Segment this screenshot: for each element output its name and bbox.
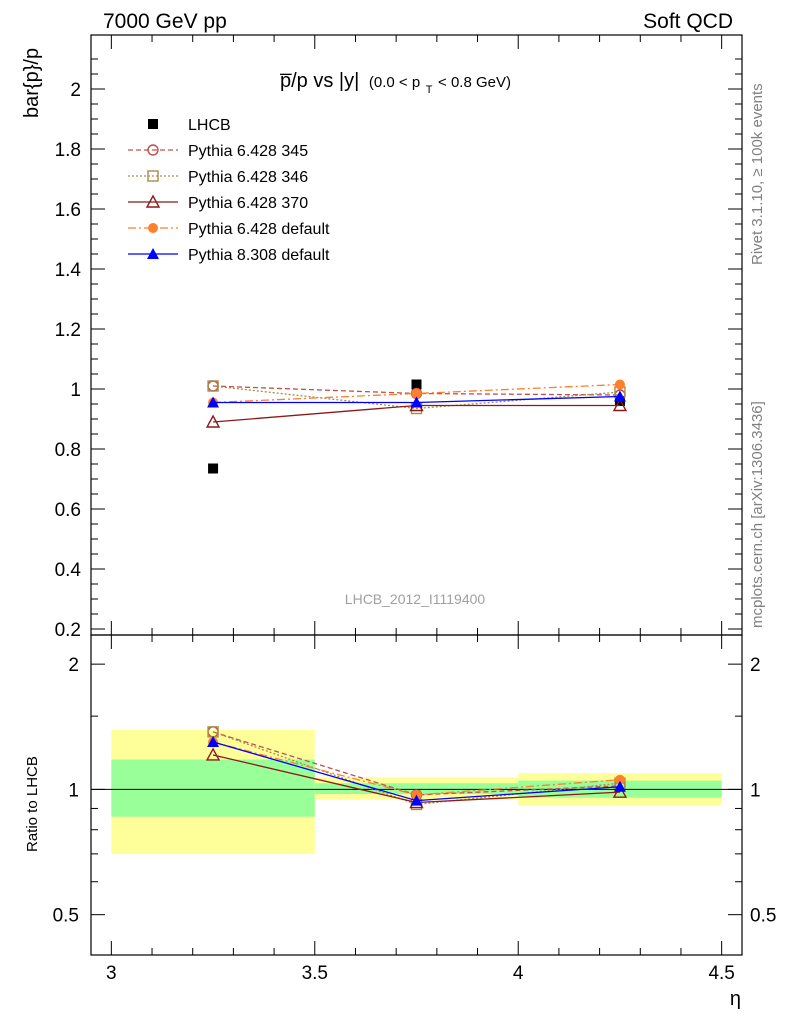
data-point [207,380,219,392]
chart-title: p̅/p vs |y| (0.0 < p T < 0.8 GeV) [280,70,511,98]
legend: LHCB Pythia 6.428 345 Pythia 6.428 346 Pyth… [128,117,330,264]
data-point [411,388,422,399]
chart-title-cut-end: < 0.8 GeV) [438,74,511,91]
main-panel-x-ticks [110,35,723,635]
x-tick-label: 4.5 [708,963,734,984]
x-axis-label: η [730,988,741,1010]
data-point [410,396,423,408]
legend-marker [147,248,159,259]
ratio-panel-marks [205,726,628,811]
ratio-point [205,747,221,761]
y-tick-label: 1.6 [55,200,81,221]
ratio-y-tick-label-right: 2 [750,655,761,676]
ratio-point [207,735,220,747]
ratio-panel-frame [90,634,743,956]
ratio-y-axis-label: Ratio to LHCB [24,756,41,852]
legend-marker [145,194,161,208]
analysis-label: LHCB_2012_I1119400 [345,591,486,607]
data-point [614,379,625,390]
chart-title-cut-subscript: T [426,84,433,96]
y-tick-label: 0.4 [55,560,82,581]
ratio-y-tick-label: 0.5 [53,906,79,927]
y-tick-label: 2 [70,80,81,101]
series-line [212,385,620,410]
ratio-point [613,780,626,792]
ratio-y-tick-label-right: 0.5 [750,906,776,927]
ratio-y-tick-label-right: 1 [750,780,761,801]
legend-label: Pythia 6.428 346 [188,169,308,186]
rivet-info-label: Rivet 3.1.10, ≥ 100k events [749,83,766,265]
data-point [207,396,220,408]
y-tick-label: 1 [70,380,81,401]
y-tick-label: 1.8 [55,140,81,161]
legend-marker [148,119,158,129]
main-y-axis-label: bar{p}/p [21,48,43,118]
y-tick-label: 0.2 [55,620,81,641]
ratio-point [410,794,423,806]
data-point [205,414,221,428]
y-tick-label: 1.2 [55,320,81,341]
x-tick-label: 3.5 [302,963,328,984]
chart-title-main: p̅/p vs |y| [280,70,359,92]
legend-entry-pythia-8-308-default: Pythia 8.308 default [128,247,330,264]
ratio-uncertainty-bands [111,729,722,854]
legend-entry-pythia-6-428-default: Pythia 6.428 default [128,221,330,238]
legend-label: Pythia 6.428 default [188,221,330,238]
legend-marker [147,170,159,182]
chart-title-cut: (0.0 < p [369,74,420,91]
data-point [613,390,626,402]
main-panel-marks [205,379,628,474]
legend-marker [148,223,158,233]
ratio-panel-x-ticks: 3 3.5 4 4.5 [106,635,735,984]
legend-label: Pythia 6.428 345 [188,143,308,160]
ratio-panel-y-ticks: 0.5 0.5 1 1 2 2 [53,655,777,927]
data-point [208,463,219,474]
stat-uncertainty-band [314,783,519,794]
main-panel-y-ticks: 0.2 0.4 0.6 0.8 1 1.2 1.4 1.6 1.8 2 [55,58,742,641]
legend-entry-pythia-6-428-370: Pythia 6.428 370 [128,194,308,212]
ratio-series-pythia-8-308-default [207,735,626,806]
series-pythia-8-308-default [207,390,626,408]
legend-label: LHCB [188,117,231,134]
mcplots-info-label: mcplots.cern.ch [arXiv:1306.3436] [749,401,766,628]
legend-entry-lhcb: LHCB [148,117,231,134]
x-tick-label: 4 [513,963,524,984]
y-tick-label: 1.4 [55,260,82,281]
header-category-label: Soft QCD [643,10,733,33]
y-tick-label: 0.8 [55,440,81,461]
ratio-y-tick-label: 2 [68,655,79,676]
stat-uncertainty-band [111,759,315,817]
data-point [411,379,422,390]
legend-entry-pythia-6-428-346: Pythia 6.428 346 [128,169,308,186]
main-panel: 0.2 0.4 0.6 0.8 1 1.2 1.4 1.6 1.8 2 p̅/p vs |y| (… [21,34,743,641]
legend-label: Pythia 8.308 default [188,247,330,264]
data-point [612,398,628,412]
legend-marker [147,144,159,156]
legend-label: Pythia 6.428 370 [188,195,308,212]
ratio-panel: 0.5 0.5 1 1 2 2 3 3.5 4 4.5 Ratio to LHCB η [24,634,777,1010]
x-tick-label: 3 [106,963,117,984]
header-energy-label: 7000 GeV pp [103,10,227,33]
legend-entry-pythia-6-428-345: Pythia 6.428 345 [128,143,308,160]
ratio-point [614,774,625,785]
y-tick-label: 0.6 [55,500,81,521]
ratio-y-tick-label: 1 [68,780,79,801]
